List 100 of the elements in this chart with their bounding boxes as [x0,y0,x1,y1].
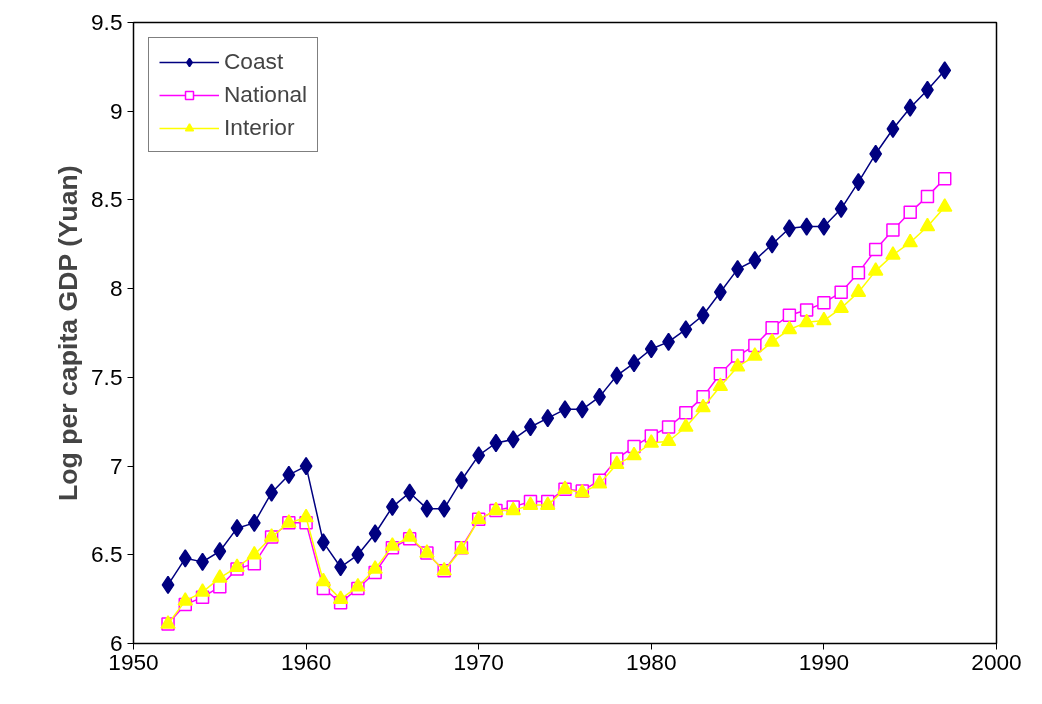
point [868,242,883,257]
point [850,283,867,297]
y-tick-label: 8 [109,275,123,302]
point [282,465,296,485]
point [437,499,451,518]
point [799,303,814,317]
point [401,528,418,542]
y-tick-label: 9 [109,97,123,124]
point [367,560,383,574]
point [679,406,693,420]
point [644,339,658,359]
point [316,533,330,552]
point [678,418,694,432]
point [800,217,814,236]
x-tick-label: 1980 [626,648,677,675]
point [834,199,848,219]
y-tick-label: 7.5 [91,363,123,390]
point [765,320,779,335]
point [712,377,729,392]
point [764,333,780,347]
point [506,430,520,449]
point [246,545,263,560]
point [351,545,365,565]
point [817,296,831,310]
point [332,590,349,604]
point [575,400,589,419]
point [229,558,245,572]
point [867,262,884,276]
point [660,432,677,447]
legend-label: Interior [224,114,295,141]
point [368,524,382,543]
point [765,235,779,254]
point [920,189,935,204]
y-axis-title: Log per capita GDP (Yuan) [53,165,83,502]
point [902,233,918,248]
point [661,420,676,434]
point [798,313,815,328]
point [851,265,866,280]
point [610,366,624,385]
point [626,446,642,461]
point [472,446,486,465]
point [695,398,711,413]
point [713,367,728,381]
point [627,353,641,373]
point [886,119,900,139]
point [489,433,503,453]
point [938,61,952,80]
point [781,320,798,335]
point [713,282,727,302]
point [834,285,848,299]
point [541,408,555,428]
point [194,583,211,597]
point [782,219,796,238]
point [817,217,831,236]
point [903,205,917,220]
point [350,577,366,592]
y-tick-label: 8.5 [91,186,123,213]
point [420,499,434,518]
point [178,549,192,568]
point [937,171,952,186]
point [403,483,417,502]
x-tick-label: 1970 [453,648,504,675]
point [161,575,175,595]
point [816,311,832,326]
point [212,569,228,583]
point [885,246,901,260]
point [247,513,261,533]
point [558,400,572,419]
point [869,144,883,164]
point [696,306,710,325]
point [903,98,917,117]
point [299,456,313,476]
point [384,537,401,551]
point [298,508,314,523]
y-tick-label: 7 [109,452,123,479]
point [729,357,746,372]
x-tick-label: 1990 [798,648,850,675]
point [315,572,332,587]
x-tick-label: 1960 [280,648,332,675]
y-tick-label: 9.5 [91,9,123,35]
point [919,217,936,232]
point [748,251,762,270]
point [679,320,693,339]
point [609,455,625,470]
point [643,434,660,448]
point [782,308,797,323]
point [833,299,849,313]
point [936,198,953,212]
point [230,518,244,538]
legend-label: Coast [224,48,284,75]
point [334,557,348,577]
legend-label: National [224,81,308,108]
x-tick-label: 2000 [971,648,1022,675]
point [213,541,227,561]
y-tick-label: 6.5 [91,541,123,568]
point [385,497,399,517]
point [731,259,745,279]
point [177,592,194,606]
point [886,223,900,237]
point [747,347,763,361]
